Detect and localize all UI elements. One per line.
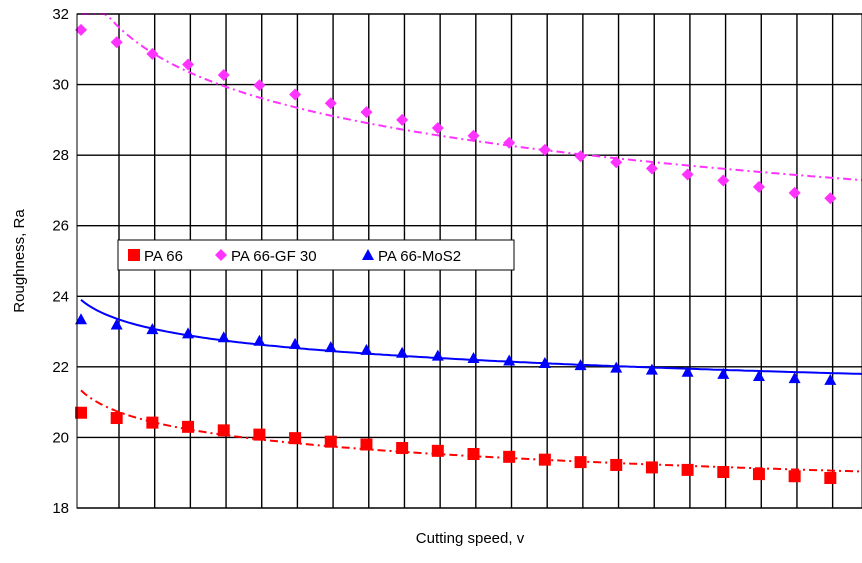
data-point: [645, 363, 658, 375]
x-axis-title: Cutting speed, v: [416, 530, 525, 547]
data-point: [538, 356, 551, 368]
data-point: [610, 361, 623, 373]
y-tick-label: 28: [52, 147, 69, 164]
data-point: [146, 323, 159, 335]
data-point: [503, 136, 516, 149]
data-point: [538, 143, 551, 156]
legend-marker: [128, 249, 140, 261]
data-point: [431, 444, 444, 457]
legend-box: [117, 239, 515, 271]
legend-label: PA 66: [144, 248, 183, 265]
data-point: [752, 370, 765, 382]
data-point: [360, 438, 373, 451]
data-point: [717, 367, 730, 379]
data-point: [360, 343, 373, 355]
legend-marker: [215, 249, 227, 261]
y-tick-label: 20: [52, 429, 69, 446]
data-point: [574, 150, 587, 163]
data-point: [431, 121, 444, 134]
data-point: [752, 468, 765, 481]
y-tick-label: 24: [52, 288, 69, 305]
data-point: [217, 331, 230, 343]
data-point: [182, 327, 195, 339]
data-point: [324, 97, 337, 110]
y-tick-labels: 18 20 22 24 26 28 30 32: [52, 6, 69, 517]
data-point: [396, 442, 409, 455]
legend-label: PA 66-GF 30: [231, 248, 317, 265]
data-point: [217, 69, 230, 82]
data-point: [574, 456, 587, 469]
legend-items: PA 66 PA 66-GF 30 PA 66-MoS2: [128, 248, 461, 265]
data-point: [289, 432, 302, 445]
data-point: [146, 47, 159, 60]
data-point: [645, 162, 658, 175]
data-point: [824, 472, 837, 485]
data-point: [681, 365, 694, 377]
data-point: [396, 346, 409, 358]
data-point: [681, 463, 694, 476]
data-point: [253, 79, 266, 92]
data-point: [467, 352, 480, 364]
data-point: [503, 354, 516, 366]
data-point: [788, 372, 801, 384]
data-point: [75, 23, 87, 36]
data-point: [503, 450, 516, 463]
data-point: [289, 337, 302, 349]
data-point: [182, 58, 195, 71]
data-point: [146, 416, 159, 429]
data-point: [110, 36, 123, 49]
legend-label: PA 66-MoS2: [378, 248, 461, 265]
data-point: [824, 373, 837, 385]
y-tick-label: 22: [52, 359, 69, 376]
data-point: [324, 435, 337, 448]
data-point: [324, 341, 337, 353]
data-point: [788, 470, 801, 483]
data-point: [645, 461, 658, 474]
y-tick-label: 30: [52, 77, 69, 94]
y-tick-label: 18: [52, 500, 69, 517]
data-point: [431, 349, 444, 361]
data-point: [717, 466, 730, 479]
data-point: [788, 186, 801, 199]
data-point: [610, 458, 623, 471]
data-point: [574, 359, 587, 371]
data-point: [752, 180, 765, 193]
data-point: [253, 428, 266, 441]
data-point: [253, 334, 266, 346]
data-point: [360, 106, 373, 119]
data-point: [467, 448, 480, 461]
legend-marker: [362, 249, 374, 260]
data-point: [182, 420, 195, 433]
data-point: [610, 156, 623, 169]
data-point: [75, 406, 87, 419]
data-point: [110, 412, 123, 425]
data-point: [110, 318, 123, 330]
legend: PA 66 PA 66-GF 30 PA 66-MoS2: [117, 239, 515, 271]
data-point: [396, 113, 409, 126]
y-axis-title: Roughness, Ra: [11, 209, 28, 313]
data-points: [75, 23, 837, 485]
plot-area-border: [76, 13, 862, 509]
data-point: [717, 174, 730, 187]
data-point: [75, 313, 87, 325]
data-point: [217, 424, 230, 437]
y-tick-label: 26: [52, 218, 69, 235]
data-point: [681, 168, 694, 181]
data-point: [289, 88, 302, 101]
data-point: [538, 453, 551, 466]
data-point: [824, 192, 837, 205]
y-tick-label: 32: [52, 6, 69, 23]
data-point: [467, 129, 480, 142]
